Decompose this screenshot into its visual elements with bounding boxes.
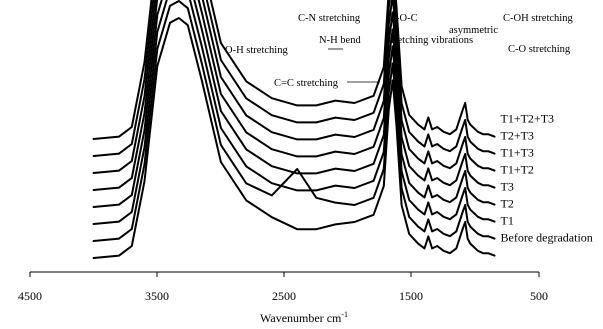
spectrum-t1-t3	[92, 0, 496, 174]
spectrum-t2	[92, 0, 496, 225]
annotation-oh-stretching: O-H stretching	[225, 45, 288, 56]
annotation-coc: C-O-C	[389, 13, 418, 24]
annotation-asymmetric: asymmetric	[449, 25, 498, 36]
annotation-coh-stretching: C-OH stretching	[503, 13, 573, 24]
x-axis-unit-exp: -1	[341, 310, 348, 319]
spectrum-t1	[92, 0, 496, 242]
x-tick-label-1500: 1500	[399, 289, 423, 303]
spectrum-t1-t2-t3	[92, 0, 496, 140]
series-label-t1-t2-t3: T1+T2+T3	[501, 112, 555, 126]
x-axis-unit: cm	[327, 311, 342, 325]
annotation-cn-stretching: C-N stretching	[298, 13, 361, 24]
annotation-nh-bend: N-H bend	[319, 35, 361, 46]
annotations: O-H stretching C=C stretching C-N stretc…	[225, 13, 573, 89]
series-labels: Before degradation T1 T2 T3 T1+T2 T1+T3 T2+T3 T…	[501, 112, 593, 245]
x-tick-label-4500: 4500	[18, 289, 42, 303]
x-axis: 4500 3500 2500 1500 500 Wavenumber cm-1	[18, 271, 548, 325]
series-label-t1-t2: T1+T2	[501, 163, 534, 177]
series-label-t2: T2	[501, 197, 514, 211]
series-label-before-degradation: Before degradation	[501, 231, 593, 245]
x-axis-title: Wavenumber cm-1	[260, 310, 348, 325]
series-label-t1-t3: T1+T3	[501, 146, 534, 160]
x-axis-title-text: Wavenumber	[260, 311, 324, 325]
annotation-cc-stretching: C=C stretching	[274, 78, 339, 89]
spectrum-t3	[92, 0, 496, 208]
spectrum-t1-t2	[92, 0, 496, 191]
x-tick-label-500: 500	[530, 289, 548, 303]
spectra-group	[92, 0, 496, 259]
x-tick-label-3500: 3500	[145, 289, 169, 303]
spectrum-before-degradation	[92, 17, 496, 259]
spectrum-t2-t3	[92, 0, 496, 157]
annotation-co-stretching: C-O stretching	[508, 44, 571, 55]
series-label-t2-t3: T2+T3	[501, 129, 534, 143]
series-label-t3: T3	[501, 180, 514, 194]
annotation-stretching-vibrations: stretching vibrations	[387, 35, 473, 46]
series-label-t1: T1	[501, 214, 514, 228]
x-tick-label-2500: 2500	[272, 289, 296, 303]
